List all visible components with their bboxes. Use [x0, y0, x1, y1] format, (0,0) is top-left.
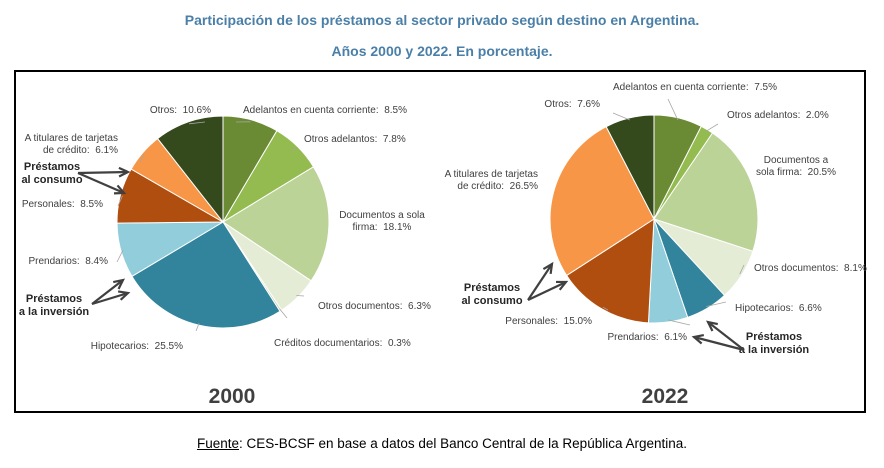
leader-line-2000-8 — [139, 153, 145, 163]
chart-title: Participación de los préstamos al sector… — [184, 12, 700, 28]
source-label: Fuente — [196, 436, 239, 451]
leader-line-2022-4 — [706, 301, 727, 307]
annotation-arrow-2000-0-0 — [77, 170, 129, 175]
pie-slice-2022-documentos-a-sola-firma — [653, 132, 759, 252]
slice-label-2000-otros: Otros: 10.6% — [150, 105, 211, 116]
slice-label-2022-adelantos-en-cuenta-corriente: Adelantos en cuenta corriente: 7.5% — [613, 82, 777, 93]
leader-line-2022-5 — [667, 319, 691, 326]
slice-label-2022-a-titulares-de-tarjetas-de-credito: A titulares de tarjetas de crédito: 26.5% — [445, 169, 538, 192]
pie-slice-2022-a-titulares-de-tarjetas-de-credito — [549, 125, 655, 277]
annotation-arrow-2022-1-1 — [693, 335, 745, 352]
slice-label-2022-otros-documentos: Otros documentos: 8.1% — [754, 263, 867, 274]
annotation-2022-0: Préstamos al consumo — [461, 282, 522, 307]
leader-line-2022-8 — [612, 112, 631, 121]
pie-slice-2022-otros — [605, 114, 655, 220]
leader-line-2000-5 — [195, 322, 200, 332]
slice-label-2022-prendarios: Prendarios: 6.1% — [608, 332, 688, 343]
annotation-arrow-2000-1-1-head — [112, 278, 125, 290]
slice-label-2000-documentos-a-sola-firma: Documentos a sola firma: 18.1% — [339, 210, 425, 233]
annotation-arrow-2022-0-0-head — [542, 261, 554, 275]
chart-subtitle: Años 2000 y 2022. En porcentaje. — [331, 43, 553, 59]
leader-line-2000-1 — [291, 147, 297, 152]
slice-label-2000-hipotecarios: Hipotecarios: 25.5% — [91, 341, 183, 352]
pie-slice-2022-personales — [565, 218, 655, 324]
leader-line-2022-6 — [602, 306, 609, 311]
annotation-arrow-2000-0-0-head — [118, 166, 131, 178]
annotation-2022-1: Préstamos a la inversión — [739, 331, 810, 356]
annotation-arrow-2000-1-0-head — [117, 290, 131, 301]
slice-label-2022-hipotecarios: Hipotecarios: 6.6% — [735, 303, 822, 314]
annotation-arrow-2022-1-1-head — [691, 333, 705, 345]
annotation-arrow-2000-1-1 — [91, 279, 124, 305]
source-note: Fuente: CES-BCSF en base a datos del Ban… — [0, 436, 884, 451]
annotation-arrow-2000-1-0 — [91, 291, 129, 306]
annotation-arrow-2022-1-0-head — [706, 320, 719, 332]
leader-line-2000-9 — [189, 121, 206, 125]
slice-label-2000-otros-adelantos: Otros adelantos: 7.8% — [304, 134, 406, 145]
slice-label-2022-documentos-a-sola-firma: Documentos a sola firma: 20.5% — [756, 155, 836, 178]
leader-line-2000-4 — [279, 308, 288, 319]
leader-line-2022-1 — [705, 123, 719, 132]
chart-year-2000: 2000 — [209, 385, 256, 408]
annotation-2000-1: Préstamos a la inversión — [19, 293, 90, 318]
slice-label-2000-otros-documentos: Otros documentos: 6.3% — [318, 301, 431, 312]
slice-label-2000-creditos-documentarios: Créditos documentarios: 0.3% — [274, 338, 411, 349]
annotation-arrow-2000-0-1-head — [113, 184, 127, 195]
pie-slice-2000-otros — [156, 115, 224, 224]
leader-line-2022-3 — [739, 264, 745, 275]
slice-label-2022-personales: Personales: 15.0% — [505, 316, 592, 327]
slice-label-2022-otros-adelantos: Otros adelantos: 2.0% — [727, 110, 829, 121]
annotation-arrow-2000-0-1 — [77, 171, 125, 195]
charts-frame — [14, 70, 866, 413]
annotation-arrow-2022-0-0 — [527, 263, 553, 301]
annotation-arrow-2022-1-0 — [707, 321, 745, 351]
slice-label-2022-otros: Otros: 7.6% — [544, 99, 600, 110]
chart-year-2022: 2022 — [642, 385, 689, 408]
leader-line-2000-7 — [117, 195, 123, 207]
annotation-2000-0: Préstamos al consumo — [21, 161, 82, 186]
leader-line-2000-6 — [116, 249, 124, 263]
leader-line-2022-0 — [667, 98, 679, 121]
slice-label-2000-a-titulares-de-tarjetas-de-credito: A titulares de tarjetas de crédito: 6.1% — [25, 133, 118, 156]
annotation-arrow-2022-0-1-head — [555, 280, 569, 291]
pie-slice-2000-documentos-a-sola-firma — [222, 166, 330, 282]
slice-label-2000-prendarios: Prendarios: 8.4% — [29, 256, 109, 267]
slice-label-2000-adelantos-en-cuenta-corriente: Adelantos en cuenta corriente: 8.5% — [243, 105, 407, 116]
source-text: : CES-BCSF en base a datos del Banco Cen… — [239, 436, 688, 451]
annotation-arrow-2022-0-1 — [527, 281, 567, 301]
slice-label-2000-personales: Personales: 8.5% — [22, 199, 103, 210]
